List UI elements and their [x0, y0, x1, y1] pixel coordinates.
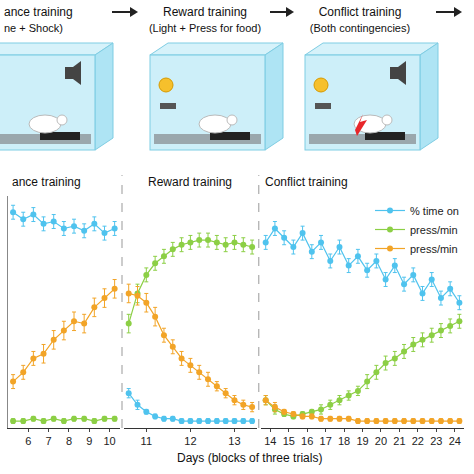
svg-text:Reward training: Reward training: [148, 175, 232, 189]
svg-text:23: 23: [430, 435, 442, 447]
svg-text:8: 8: [66, 435, 72, 447]
svg-text:12: 12: [184, 435, 196, 447]
svg-text:22: 22: [412, 435, 424, 447]
svg-text:13: 13: [228, 435, 240, 447]
svg-text:ance training: ance training: [12, 175, 81, 189]
svg-text:15: 15: [283, 435, 295, 447]
svg-text:ne + Shock): ne + Shock): [4, 22, 63, 34]
svg-text:Conflict training: Conflict training: [319, 5, 402, 19]
svg-text:11: 11: [141, 435, 152, 447]
svg-text:19: 19: [356, 435, 368, 447]
svg-text:10: 10: [103, 435, 115, 447]
svg-text:18: 18: [338, 435, 350, 447]
svg-text:(Both contingencies): (Both contingencies): [310, 22, 410, 34]
svg-text:Conflict training: Conflict training: [265, 175, 348, 189]
svg-text:press/min: press/min: [410, 224, 458, 236]
svg-text:% time on: % time on: [410, 205, 459, 217]
svg-text:16: 16: [301, 435, 313, 447]
svg-text:21: 21: [393, 435, 405, 447]
svg-text:14: 14: [264, 435, 276, 447]
svg-text:20: 20: [375, 435, 387, 447]
svg-text:ance training: ance training: [4, 5, 73, 19]
svg-text:24: 24: [449, 435, 461, 447]
svg-text:Days (blocks of three trials): Days (blocks of three trials): [177, 451, 322, 465]
svg-text:7: 7: [46, 435, 52, 447]
svg-text:9: 9: [86, 435, 92, 447]
svg-text:6: 6: [25, 435, 31, 447]
svg-text:(Light + Press for food): (Light + Press for food): [149, 22, 261, 34]
svg-text:Reward training: Reward training: [163, 5, 247, 19]
svg-text:17: 17: [320, 435, 332, 447]
svg-text:press/min: press/min: [410, 243, 458, 255]
